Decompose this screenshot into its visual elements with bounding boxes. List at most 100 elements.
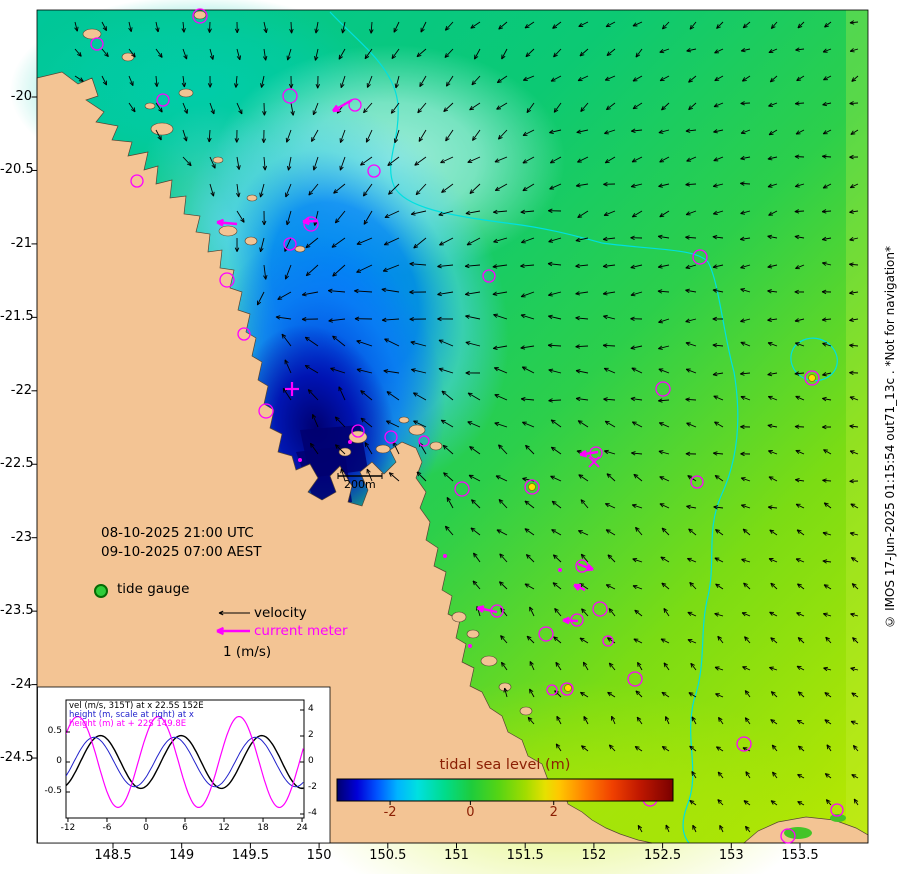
x-tick-label: 149 [169,848,195,863]
island [218,225,238,237]
island [246,194,258,202]
inset-x-tick-label: 12 [218,823,230,833]
credit-text: © IMOS 17-Jun-2025 01:15:54 out71_13c . … [883,245,897,629]
island [408,424,426,436]
land-layer [36,10,869,844]
tide-gauge-icon [94,584,108,598]
yellow-station-dot [528,483,536,491]
y-tick-label: -22 [10,382,32,398]
x-tick-label: 151 [444,848,469,863]
tide-gauge-ring [454,481,470,497]
x-tick-label: 151.5 [506,848,544,863]
bathymetry-contours [329,11,838,844]
island [212,156,224,164]
current-meter-dot [468,644,472,648]
x-tick-label: 152.5 [643,848,682,863]
yellow-station-dot [808,374,816,382]
map-legend-glyphs [216,473,383,636]
vegetated-island [830,814,846,822]
inset-right-tick-label: 4 [308,704,314,714]
y-tick-label: -20.5 [0,162,34,178]
inset-series-height_x [66,736,304,788]
tide-gauge-ring [692,249,708,265]
island [193,10,207,20]
current-meter-dot [348,440,352,444]
tide-gauge-ring [303,216,319,232]
inset-frame [65,699,305,819]
map-border [36,9,869,844]
inset-legend-entry: vel (m/s, 315T) at x 22.5S 152E [69,701,204,711]
tide-gauge-ring [804,370,820,386]
island [338,447,352,457]
colorbar-tick-label: -2 [383,805,397,820]
current-meter-dot [443,554,447,558]
inset-right-tick-label: -4 [308,808,317,818]
y-tick-label: -20 [10,89,32,104]
island [294,245,306,253]
tide-gauge-ring [384,430,398,444]
x-tick-label: 153.5 [781,848,819,863]
colorbar [336,778,674,805]
tide-gauge-ring [830,803,844,817]
island [519,706,533,716]
station-markers [90,8,844,844]
y-tick-label: -23 [10,529,32,545]
island [150,122,174,136]
yellow-station-dot [564,684,572,692]
inset-x-tick-label: -12 [60,823,76,833]
tide-gauge-ring [156,93,170,107]
timestamp-utc: 08-10-2025 21:00 UTC [101,525,254,541]
island [398,416,410,424]
inset-x-tick-label: 18 [257,823,269,833]
velocity-arrows [74,20,859,833]
inset-ticks [66,709,304,822]
tide-gauge-ring [602,635,614,647]
inset-left-tick-label: 0.5 [47,726,62,736]
tide-gauge-ring [192,8,208,24]
inset-x-tick-label: -6 [102,823,112,833]
y-tick-label: -21.5 [0,309,34,325]
tide-gauge-ring [655,381,671,397]
island [480,655,498,667]
tide-gauge-ring [780,828,796,844]
tide-gauge-ring [219,272,235,288]
x-tick-label: 150 [306,848,332,863]
tide-gauge-ring [560,682,574,696]
y-tick-label: -22.5 [0,456,34,472]
map-scale-label: 200m [344,478,376,491]
colorbar-tick-label: 2 [549,805,558,820]
tide-gauge-ring [538,626,554,642]
mainland [36,71,653,844]
y-tick-label: -23.5 [0,603,34,619]
island [244,236,258,246]
island [121,52,135,62]
tide-gauge-ring [283,237,297,251]
tide-gauge-ring [282,88,298,104]
tide-gauge-ring [690,475,704,489]
island [178,88,194,98]
y-tick-label: -21 [10,235,32,251]
tide-gauge-ring [418,435,430,447]
inset-x-tick-label: 6 [182,823,188,833]
x-tick-label: 152 [581,848,607,863]
y-tick-label: -24 [10,676,32,692]
legend-velocity-scale: 1 (m/s) [223,644,272,660]
tide-gauge-ring [627,671,643,687]
colorbar-title: tidal sea level (m) [439,757,571,773]
tide-gauge-ring [592,601,608,617]
timestamp-local: 09-10-2025 07:00 AEST [101,544,262,560]
inset-x-tick-label: 0 [143,823,149,833]
tide-gauge-ring [90,37,104,51]
x-tick-label: 153 [718,848,744,863]
island [82,28,102,40]
legend-tide-gauge-label: tide gauge [117,581,190,597]
island [144,102,156,110]
island [466,629,480,639]
inset-right-tick-label: 0 [308,756,314,766]
tide-gauge-ring [524,479,540,495]
credit-watermark: © IMOS 17-Jun-2025 01:15:54 out71_13c . … [880,0,900,874]
legend-current-meter-label: current meter [254,623,348,639]
tide-gauge-ring [130,174,144,188]
